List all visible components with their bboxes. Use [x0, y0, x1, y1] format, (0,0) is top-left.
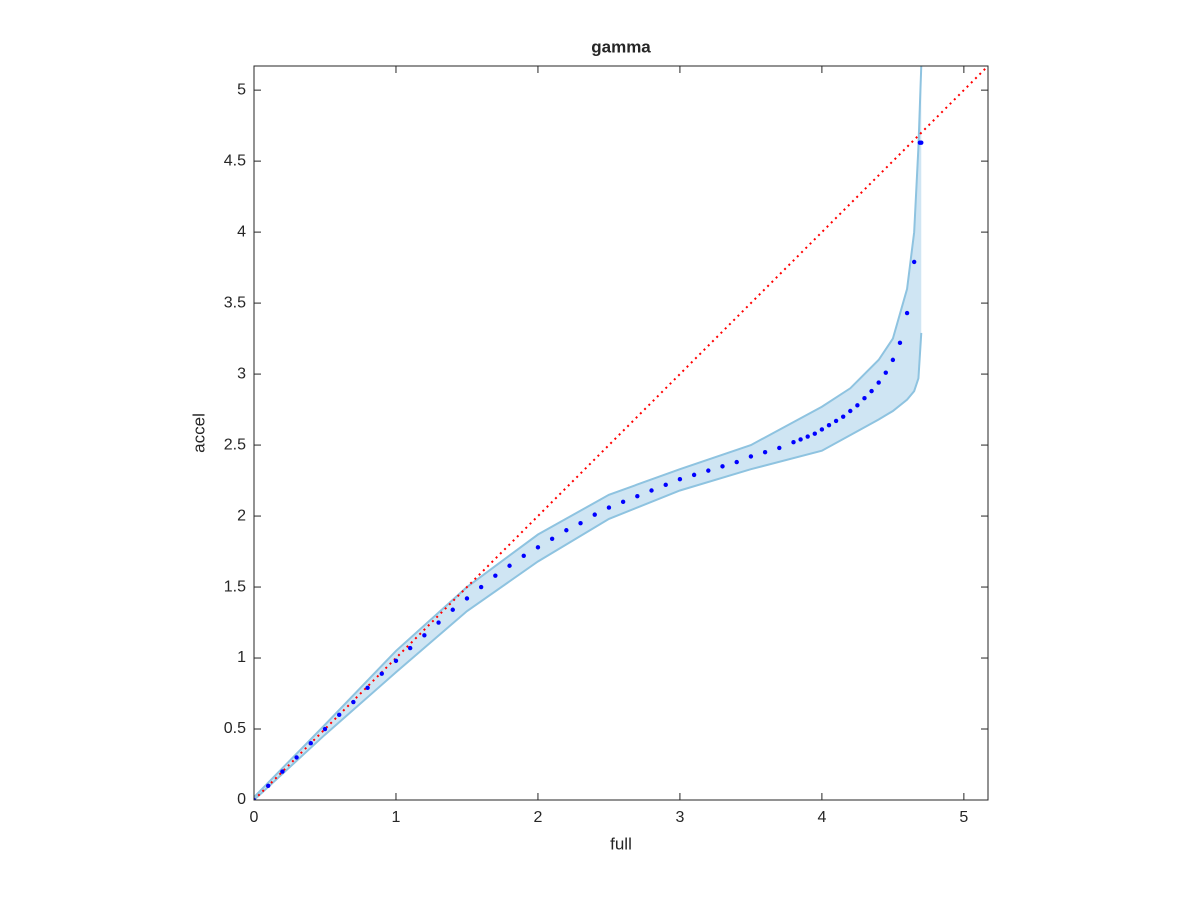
data-point	[620, 499, 626, 505]
data-point	[677, 476, 683, 482]
data-point	[351, 699, 356, 705]
confidence-band	[254, 66, 922, 800]
data-point	[869, 388, 874, 394]
data-point	[436, 620, 441, 625]
data-point	[826, 422, 832, 428]
data-point	[663, 482, 668, 488]
data-point	[862, 396, 867, 401]
data-point	[521, 553, 526, 559]
y-tick-label: 0	[237, 791, 246, 808]
data-point	[890, 357, 896, 363]
data-point	[706, 468, 711, 473]
band-upper-edge	[254, 66, 923, 798]
data-point	[294, 755, 299, 760]
data-point	[535, 545, 541, 550]
x-axis-label: full	[610, 834, 632, 853]
data-point	[464, 596, 470, 601]
data-point	[876, 380, 881, 385]
data-point	[720, 464, 725, 469]
data-point	[308, 741, 313, 746]
data-point	[379, 671, 384, 676]
data-point	[919, 140, 924, 145]
chart-title: gamma	[591, 37, 651, 56]
data-point	[897, 340, 903, 346]
y-tick-label: 5	[237, 81, 246, 98]
data-point	[777, 445, 782, 451]
data-point	[649, 488, 654, 493]
x-tick-label: 2	[533, 809, 542, 826]
y-tick-label: 0.5	[224, 720, 246, 737]
data-point	[762, 449, 768, 455]
data-point	[791, 440, 796, 445]
data-point	[606, 505, 612, 510]
data-point	[812, 431, 817, 436]
y-tick-label: 3	[237, 365, 246, 382]
data-point	[819, 427, 825, 432]
data-point	[407, 645, 413, 651]
y-tick-label: 4.5	[224, 152, 246, 169]
data-point	[805, 434, 810, 439]
x-tick-label: 1	[392, 809, 401, 826]
data-point	[393, 658, 399, 664]
data-point	[450, 607, 455, 612]
data-point	[691, 472, 697, 478]
data-point	[365, 685, 370, 691]
data-point	[635, 493, 640, 499]
x-tick-label: 3	[675, 809, 684, 826]
data-point	[322, 726, 328, 732]
data-point	[280, 769, 285, 774]
data-point	[592, 512, 597, 517]
data-point	[798, 437, 803, 442]
data-point	[883, 370, 888, 375]
data-point	[748, 454, 754, 459]
band-lower-edge	[254, 332, 923, 800]
y-tick-label: 1.5	[224, 578, 246, 595]
data-point	[904, 310, 910, 316]
data-point	[478, 584, 484, 590]
data-point	[564, 528, 569, 533]
data-point	[911, 259, 917, 265]
y-axis-label: accel	[189, 413, 208, 453]
data-point	[507, 563, 512, 568]
y-tick-label: 4	[237, 223, 246, 240]
y-tick-label: 3.5	[224, 294, 246, 311]
y-tick-label: 1	[237, 649, 246, 666]
x-tick-label: 4	[817, 809, 826, 826]
y-tick-label: 2.5	[224, 436, 246, 453]
data-point	[833, 418, 839, 424]
x-tick-label: 5	[959, 809, 968, 826]
plot-area	[254, 66, 988, 800]
data-point	[848, 408, 853, 414]
data-point	[493, 573, 498, 578]
data-point	[422, 633, 427, 638]
data-point	[254, 797, 257, 800]
axes-box	[253, 65, 989, 801]
y-tick-label: 2	[237, 507, 246, 524]
data-point	[578, 520, 583, 526]
data-point	[265, 783, 271, 789]
data-point	[840, 414, 846, 419]
data-point	[855, 403, 860, 408]
data-point	[336, 712, 342, 718]
reference-line	[254, 66, 988, 800]
data-point	[549, 536, 555, 541]
data-point	[734, 459, 739, 465]
x-tick-label: 0	[250, 809, 259, 826]
